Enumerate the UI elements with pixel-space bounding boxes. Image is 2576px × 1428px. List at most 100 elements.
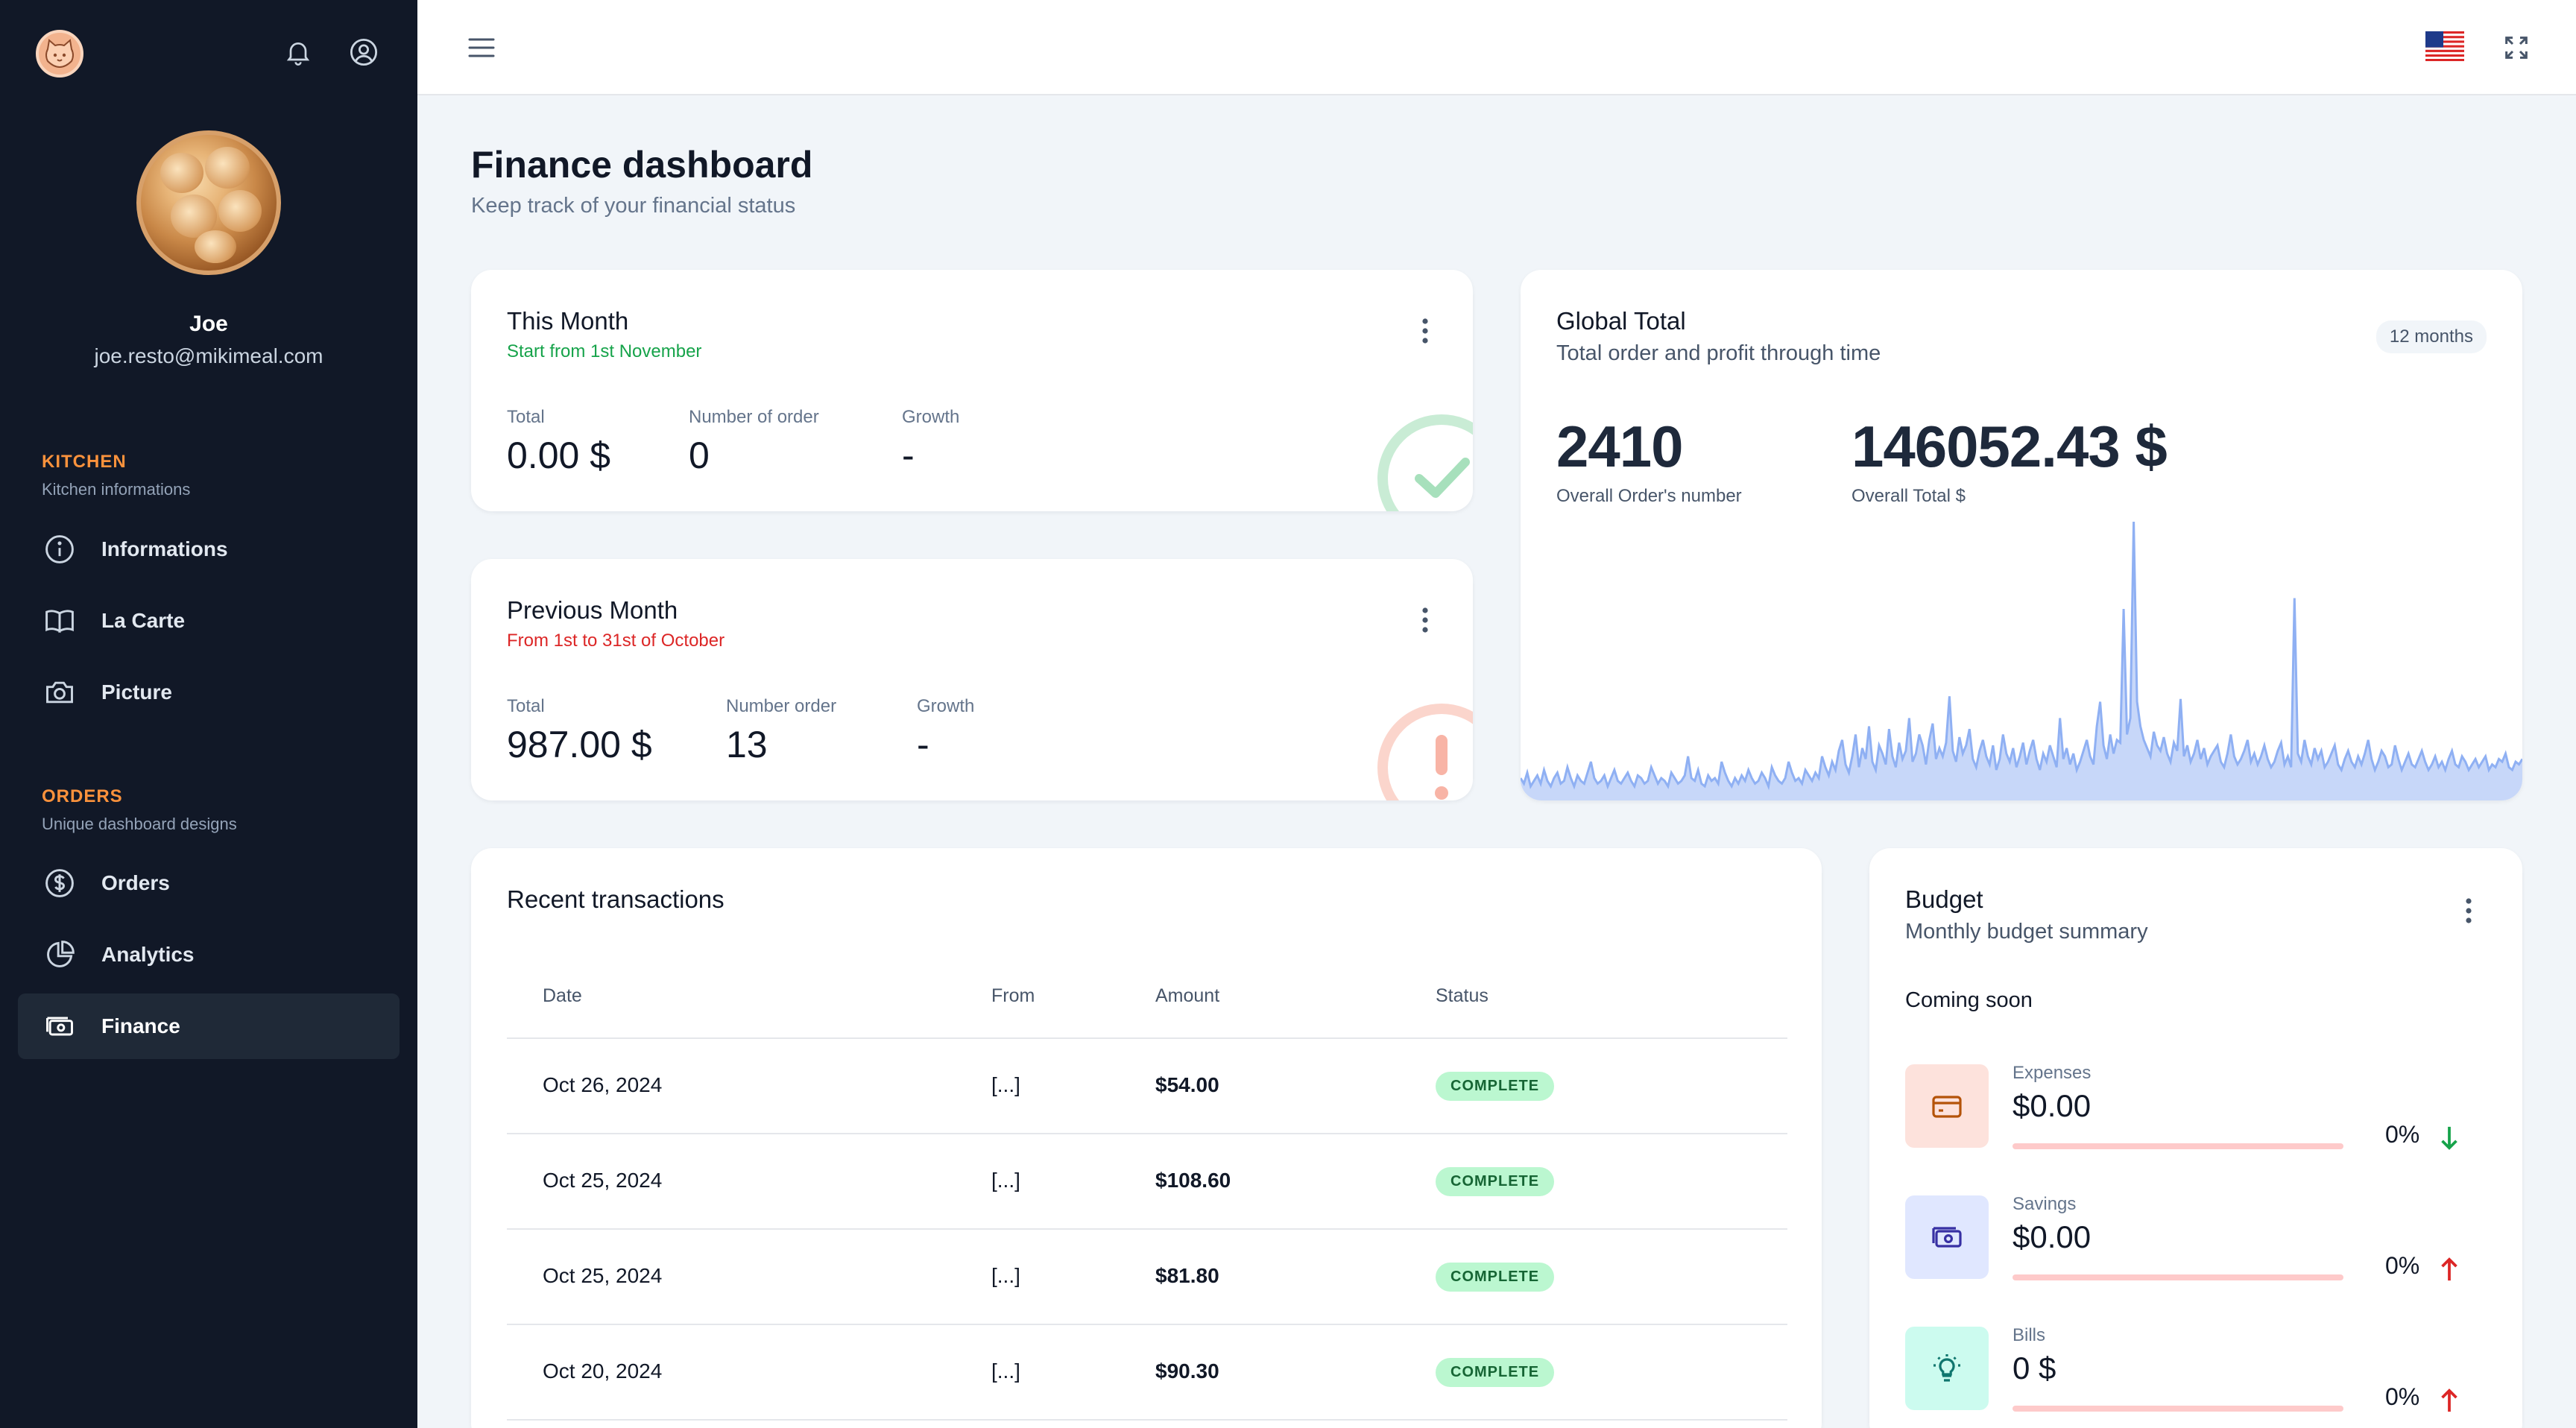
sidebar-item-informations[interactable]: Informations [18,516,400,582]
sidebar-item-label: Analytics [101,943,195,966]
sidebar-item-analytics[interactable]: Analytics [18,922,400,988]
sidebar-item-la-carte[interactable]: La Carte [18,588,400,654]
page-subtitle: Keep track of your financial status [471,194,796,218]
sidebar-item-label: La Carte [101,609,186,632]
book-icon [42,603,78,639]
sidebar-item-label: Picture [101,680,172,704]
stat-value-orders: 13 [726,724,768,765]
overall-orders-value: 2410 [1556,414,1684,479]
more-options-button[interactable] [1410,602,1440,638]
check-circle-icon [1377,414,1473,511]
expand-icon [2505,37,2528,59]
sidebar-item-label: Finance [101,1014,180,1037]
sidebar-item-label: Informations [101,537,228,560]
more-options-button[interactable] [2454,893,2484,929]
sidebar: Joe joe.resto@mikimeal.com KITCHEN Kitch… [0,0,417,1428]
column-header-amount[interactable]: Amount [1155,985,1220,1006]
column-header-date[interactable]: Date [543,985,582,1006]
card-title: Budget [1905,885,1983,913]
table-header: Date From Amount Status [507,969,1787,1039]
cash-icon [1905,1195,1989,1279]
card-subtitle: From 1st to 31st of October [507,631,725,651]
table-row[interactable]: Oct 25, 2024 [...] $108.60 COMPLETE [507,1134,1787,1230]
previous-month-card: Previous Month From 1st to 31st of Octob… [471,559,1473,800]
section-title-orders: ORDERS [42,786,123,806]
cell-date: Oct 20, 2024 [543,1359,663,1383]
cell-from: [...] [991,1169,1020,1192]
card-title: Previous Month [507,596,678,624]
arrow-up-icon [2441,1257,2457,1281]
overall-orders-label: Overall Order's number [1556,486,1742,506]
chart-area [1521,522,2522,800]
app-logo[interactable] [36,30,83,78]
cat-face-icon [45,39,74,69]
language-button[interactable] [2425,31,2464,61]
cell-amount: $54.00 [1155,1073,1219,1096]
budget-value: $0.00 [2012,1088,2092,1123]
cell-from: [...] [991,1073,1020,1096]
cell-amount: $108.60 [1155,1169,1231,1192]
budget-progress-bar [2012,1143,2343,1149]
cash-icon [42,1008,78,1044]
table-row[interactable]: Oct 25, 2024 [...] $81.80 COMPLETE [507,1230,1787,1325]
status-badge: COMPLETE [1436,1167,1555,1196]
stat-value-growth: - [917,724,929,765]
user-email: joe.resto@mikimeal.com [94,344,323,367]
period-selector[interactable]: 12 months [2375,320,2487,353]
budget-value: 0 $ [2012,1350,2056,1386]
budget-progress-bar [2012,1406,2343,1412]
stat-value-orders: 0 [689,435,710,476]
sidebar-item-finance[interactable]: Finance [18,993,400,1059]
sidebar-item-orders[interactable]: Orders [18,850,400,916]
column-header-status[interactable]: Status [1436,985,1489,1006]
card-subtitle: Start from 1st November [507,341,702,361]
column-header-from[interactable]: From [991,985,1035,1006]
status-badge: COMPLETE [1436,1358,1555,1387]
kebab-menu-icon [1422,607,1428,633]
user-circle-icon[interactable] [346,34,382,70]
sidebar-item-picture[interactable]: Picture [18,660,400,725]
cell-amount: $81.80 [1155,1264,1219,1287]
fullscreen-button[interactable] [2498,30,2534,66]
stat-label: Total [507,407,545,427]
table-row[interactable]: Oct 20, 2024 [...] $90.30 COMPLETE [507,1325,1787,1421]
budget-label: Expenses [2012,1063,2092,1083]
alert-circle-icon [1377,704,1473,800]
stat-label: Growth [917,696,975,716]
coming-soon-note: Coming soon [1905,988,2033,1012]
stat-label: Total [507,696,545,716]
budget-progress-bar [2012,1274,2343,1280]
overall-total-value: 146052.43 $ [1852,414,2168,479]
kebab-menu-icon [2466,898,2472,923]
cell-date: Oct 25, 2024 [543,1169,663,1192]
chart-line [1521,521,2522,791]
stat-label: Number order [726,696,837,716]
stat-value-total: 987.00 $ [507,724,652,765]
stat-label: Number of order [689,407,819,427]
card-title: Recent transactions [507,885,724,913]
menu-toggle-button[interactable] [464,30,499,66]
user-name: Joe [189,312,228,336]
avatar[interactable] [136,130,281,275]
section-title-kitchen: KITCHEN [42,452,127,472]
cell-date: Oct 26, 2024 [543,1073,663,1096]
camera-icon [42,674,78,710]
stat-value-total: 0.00 $ [507,435,611,476]
budget-label: Savings [2012,1194,2077,1214]
table-row[interactable]: Oct 26, 2024 [...] $54.00 COMPLETE [507,1039,1787,1134]
arrow-up-icon [2441,1388,2457,1412]
budget-card: Budget Monthly budget summary Coming soo… [1869,848,2522,1428]
bell-icon[interactable] [280,34,316,70]
cell-amount: $90.30 [1155,1359,1219,1383]
arrow-down-icon [2441,1126,2457,1150]
kebab-menu-icon [1422,318,1428,344]
budget-label: Bills [2012,1325,2046,1345]
cell-date: Oct 25, 2024 [543,1264,663,1287]
recent-transactions-card: Recent transactions Date From Amount Sta… [471,848,1822,1428]
card-subtitle: Total order and profit through time [1556,341,1881,365]
card-title: Global Total [1556,307,1686,335]
global-total-chart [1521,521,2522,800]
more-options-button[interactable] [1410,313,1440,349]
this-month-card: This Month Start from 1st November Total… [471,270,1473,511]
sidebar-item-label: Orders [101,871,170,894]
